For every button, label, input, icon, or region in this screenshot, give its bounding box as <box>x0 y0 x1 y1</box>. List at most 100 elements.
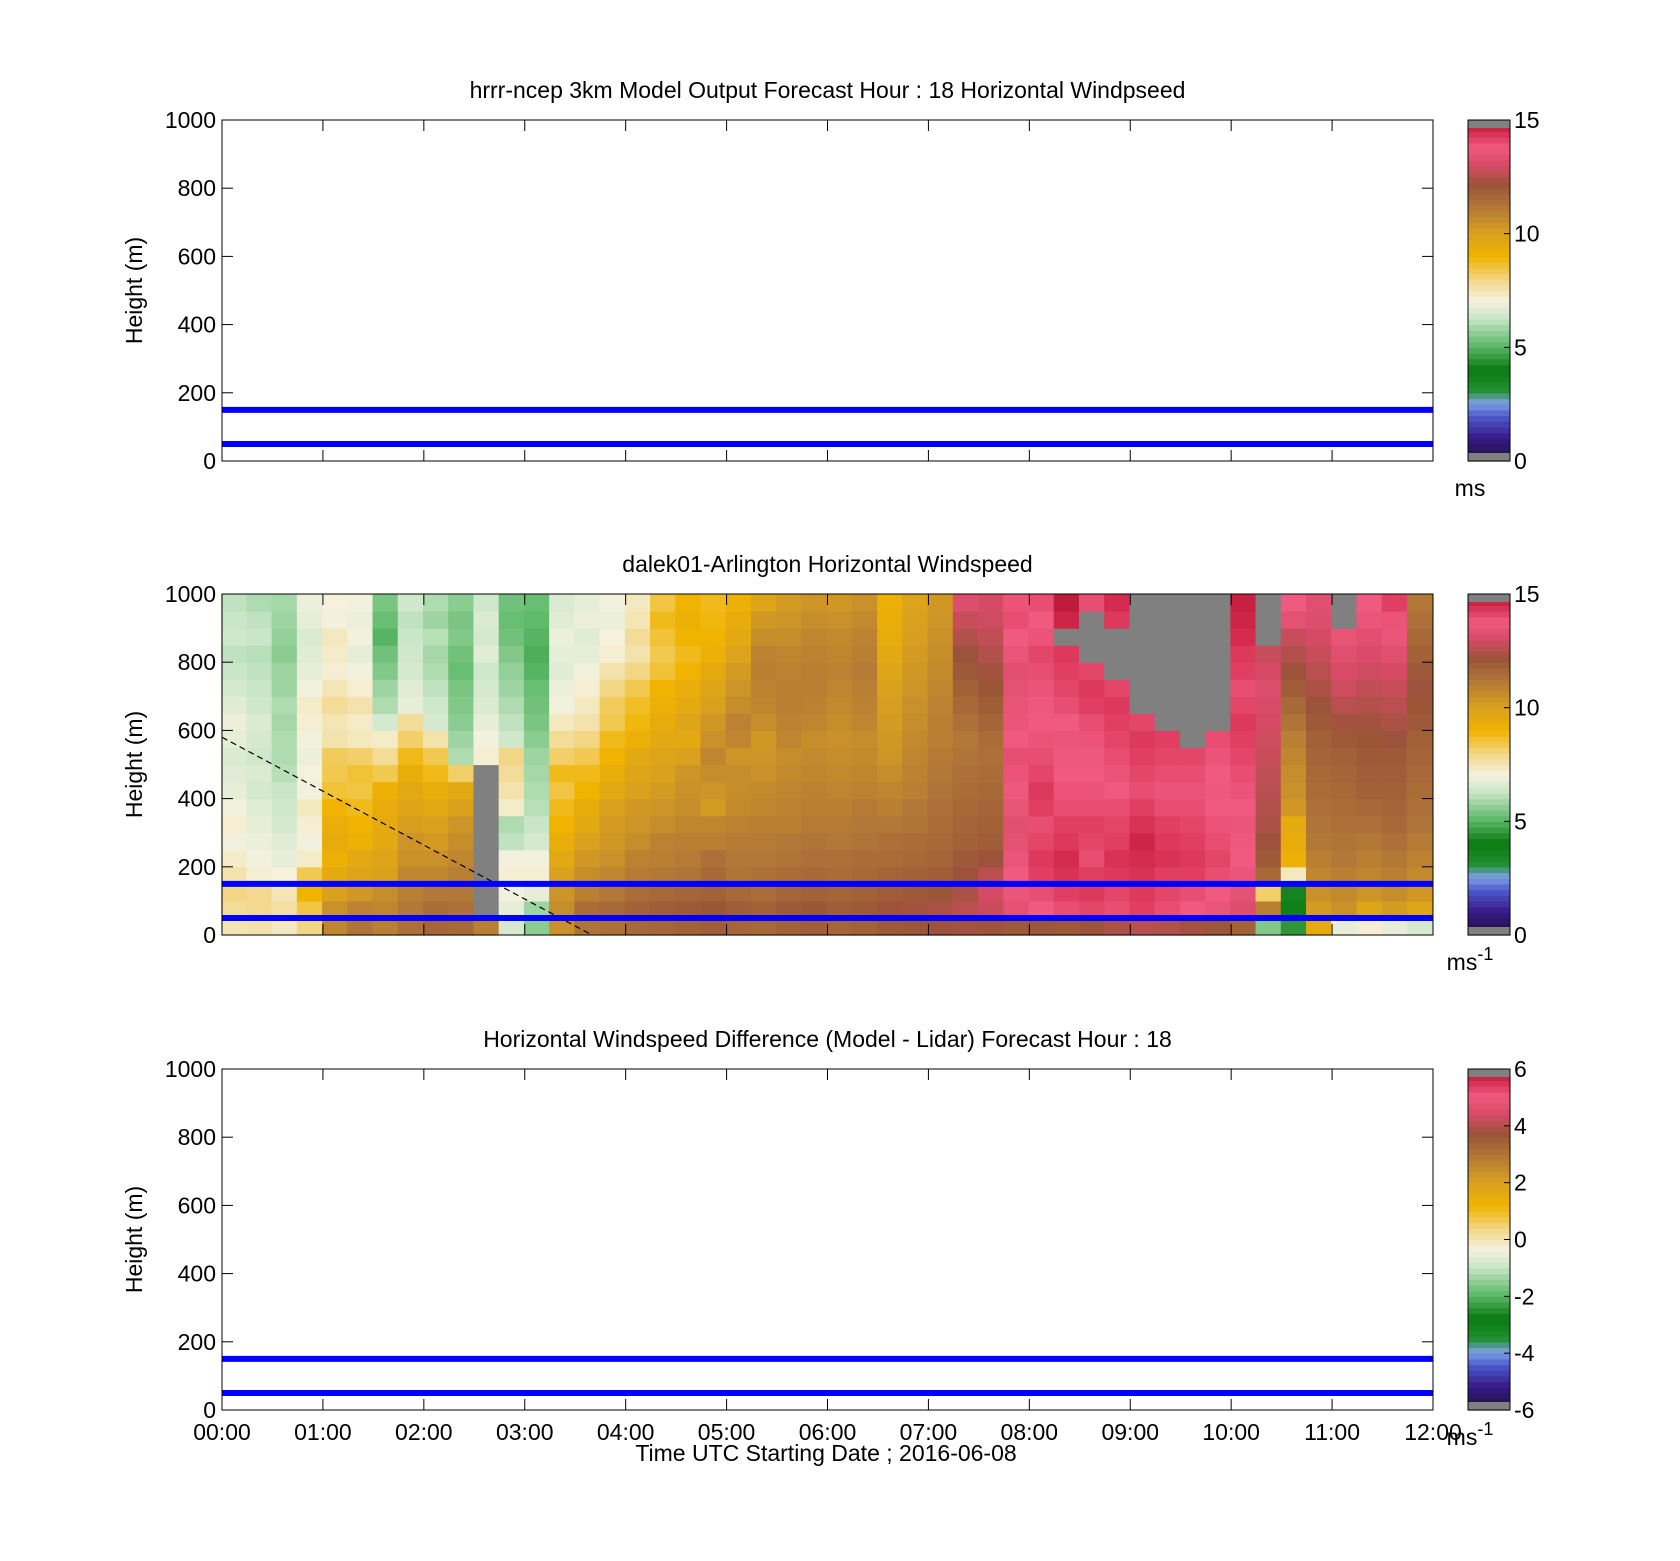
heatmap-cell <box>1406 679 1433 697</box>
heatmap-cell <box>952 764 979 783</box>
colorbar-cap <box>1468 594 1510 602</box>
colorbar-tick-label: 5 <box>1514 334 1527 360</box>
colorbar-segment <box>1468 849 1510 857</box>
x-tick-label: 04:00 <box>597 1419 655 1445</box>
colorbar-segment <box>1468 741 1510 749</box>
heatmap-cell <box>523 866 550 885</box>
heatmap-cell <box>1154 883 1181 902</box>
heatmap-cell <box>1028 900 1055 919</box>
heatmap-cell <box>650 815 676 834</box>
heatmap-cell <box>725 696 752 714</box>
heatmap-cell <box>1306 815 1332 834</box>
heatmap-cell <box>1280 713 1307 731</box>
heatmap-cell <box>448 662 475 680</box>
colorbar-segment <box>1468 387 1510 394</box>
heatmap-cell <box>549 900 575 919</box>
heatmap-cell <box>372 679 399 697</box>
heatmap-cell <box>826 696 853 714</box>
heatmap-cell <box>1406 662 1433 680</box>
colorbar-segment <box>1468 159 1510 167</box>
heatmap-cell <box>826 645 853 663</box>
heatmap-cell <box>271 713 298 731</box>
heatmap-cell <box>1381 713 1408 731</box>
heatmap-cell <box>624 730 651 749</box>
heatmap-cell <box>750 747 777 766</box>
heatmap-cell <box>1129 662 1156 680</box>
heatmap-cell <box>1306 679 1332 697</box>
y-axis-label: Height (m) <box>121 711 147 818</box>
heatmap-cell <box>1406 594 1433 612</box>
colorbar-segment <box>1468 650 1510 658</box>
colorbar-segment <box>1468 1097 1510 1104</box>
heatmap-cell <box>1179 696 1206 714</box>
heatmap-cell <box>750 900 777 919</box>
heatmap-cell <box>776 866 803 885</box>
colorbar-segment <box>1468 866 1510 874</box>
y-axis-label: Height (m) <box>121 237 147 344</box>
heatmap-cell <box>599 679 626 697</box>
heatmap-cell <box>851 815 878 834</box>
heatmap-cell <box>599 730 626 749</box>
colorbar-segment <box>1468 1262 1510 1269</box>
heatmap-cell <box>1356 849 1383 868</box>
colorbar-tick-label: 15 <box>1514 107 1540 133</box>
heatmap-cell <box>877 781 903 800</box>
heatmap-cell <box>599 900 626 919</box>
heatmap-cell <box>221 611 247 629</box>
colorbar-segment <box>1468 279 1510 286</box>
heatmap-cell <box>750 679 777 697</box>
heatmap-cell <box>1053 900 1080 919</box>
heatmap-cell <box>1129 883 1156 902</box>
colorbar-segment <box>1468 335 1510 343</box>
heatmap-cell <box>826 611 853 629</box>
heatmap-cell <box>1306 917 1332 936</box>
heatmap-cell <box>902 764 929 783</box>
heatmap-cell <box>498 747 525 766</box>
heatmap-cell <box>624 815 651 834</box>
heatmap-cell <box>1104 866 1131 885</box>
heatmap-cell <box>1406 917 1433 936</box>
heatmap-cell <box>372 747 399 766</box>
heatmap-cell <box>347 764 374 783</box>
heatmap-cell <box>826 679 853 697</box>
heatmap-cell <box>574 611 601 629</box>
x-tick-label: 08:00 <box>1001 1419 1059 1445</box>
heatmap-cell <box>1205 832 1231 851</box>
colorbar-tick-label: -6 <box>1514 1397 1534 1423</box>
heatmap-cell <box>902 662 929 680</box>
heatmap-cell <box>296 764 323 783</box>
heatmap-cell <box>296 713 323 731</box>
x-axis-label: Time UTC Starting Date ; 2016-06-08 <box>635 1440 1016 1466</box>
heatmap-cell <box>978 866 1004 885</box>
heatmap-cell <box>1331 645 1358 663</box>
heatmap-cell <box>1255 713 1282 731</box>
colorbar-segment <box>1468 1091 1510 1099</box>
colorbar-segment <box>1468 250 1510 257</box>
heatmap-cell <box>574 662 601 680</box>
heatmap-cell <box>372 594 399 612</box>
heatmap-cell <box>1406 764 1433 783</box>
heatmap-cell <box>1028 713 1055 731</box>
heatmap-cell <box>221 866 247 885</box>
heatmap-cell <box>1129 917 1156 936</box>
heatmap-cell <box>221 764 247 783</box>
colorbar-unit-base: ms <box>1447 1424 1478 1450</box>
heatmap-cell <box>902 747 929 766</box>
colorbar-segment <box>1468 1222 1510 1229</box>
heatmap-cell <box>347 917 374 936</box>
heatmap-cell <box>1406 628 1433 646</box>
heatmap-cell <box>978 594 1004 612</box>
y-tick-label: 600 <box>178 1192 216 1218</box>
heatmap-cell <box>1331 883 1358 902</box>
heatmap-cell <box>422 764 449 783</box>
heatmap-cell <box>1053 730 1080 749</box>
heatmap-cell <box>1129 815 1156 834</box>
heatmap-cell <box>397 866 424 885</box>
heatmap-cell <box>1230 917 1257 936</box>
heatmap-cell <box>624 713 651 731</box>
heatmap-cell <box>1053 798 1080 817</box>
heatmap-cell <box>675 594 702 612</box>
colorbar-segment <box>1468 1353 1510 1360</box>
heatmap-cell <box>347 866 374 885</box>
heatmap-cell <box>952 679 979 697</box>
